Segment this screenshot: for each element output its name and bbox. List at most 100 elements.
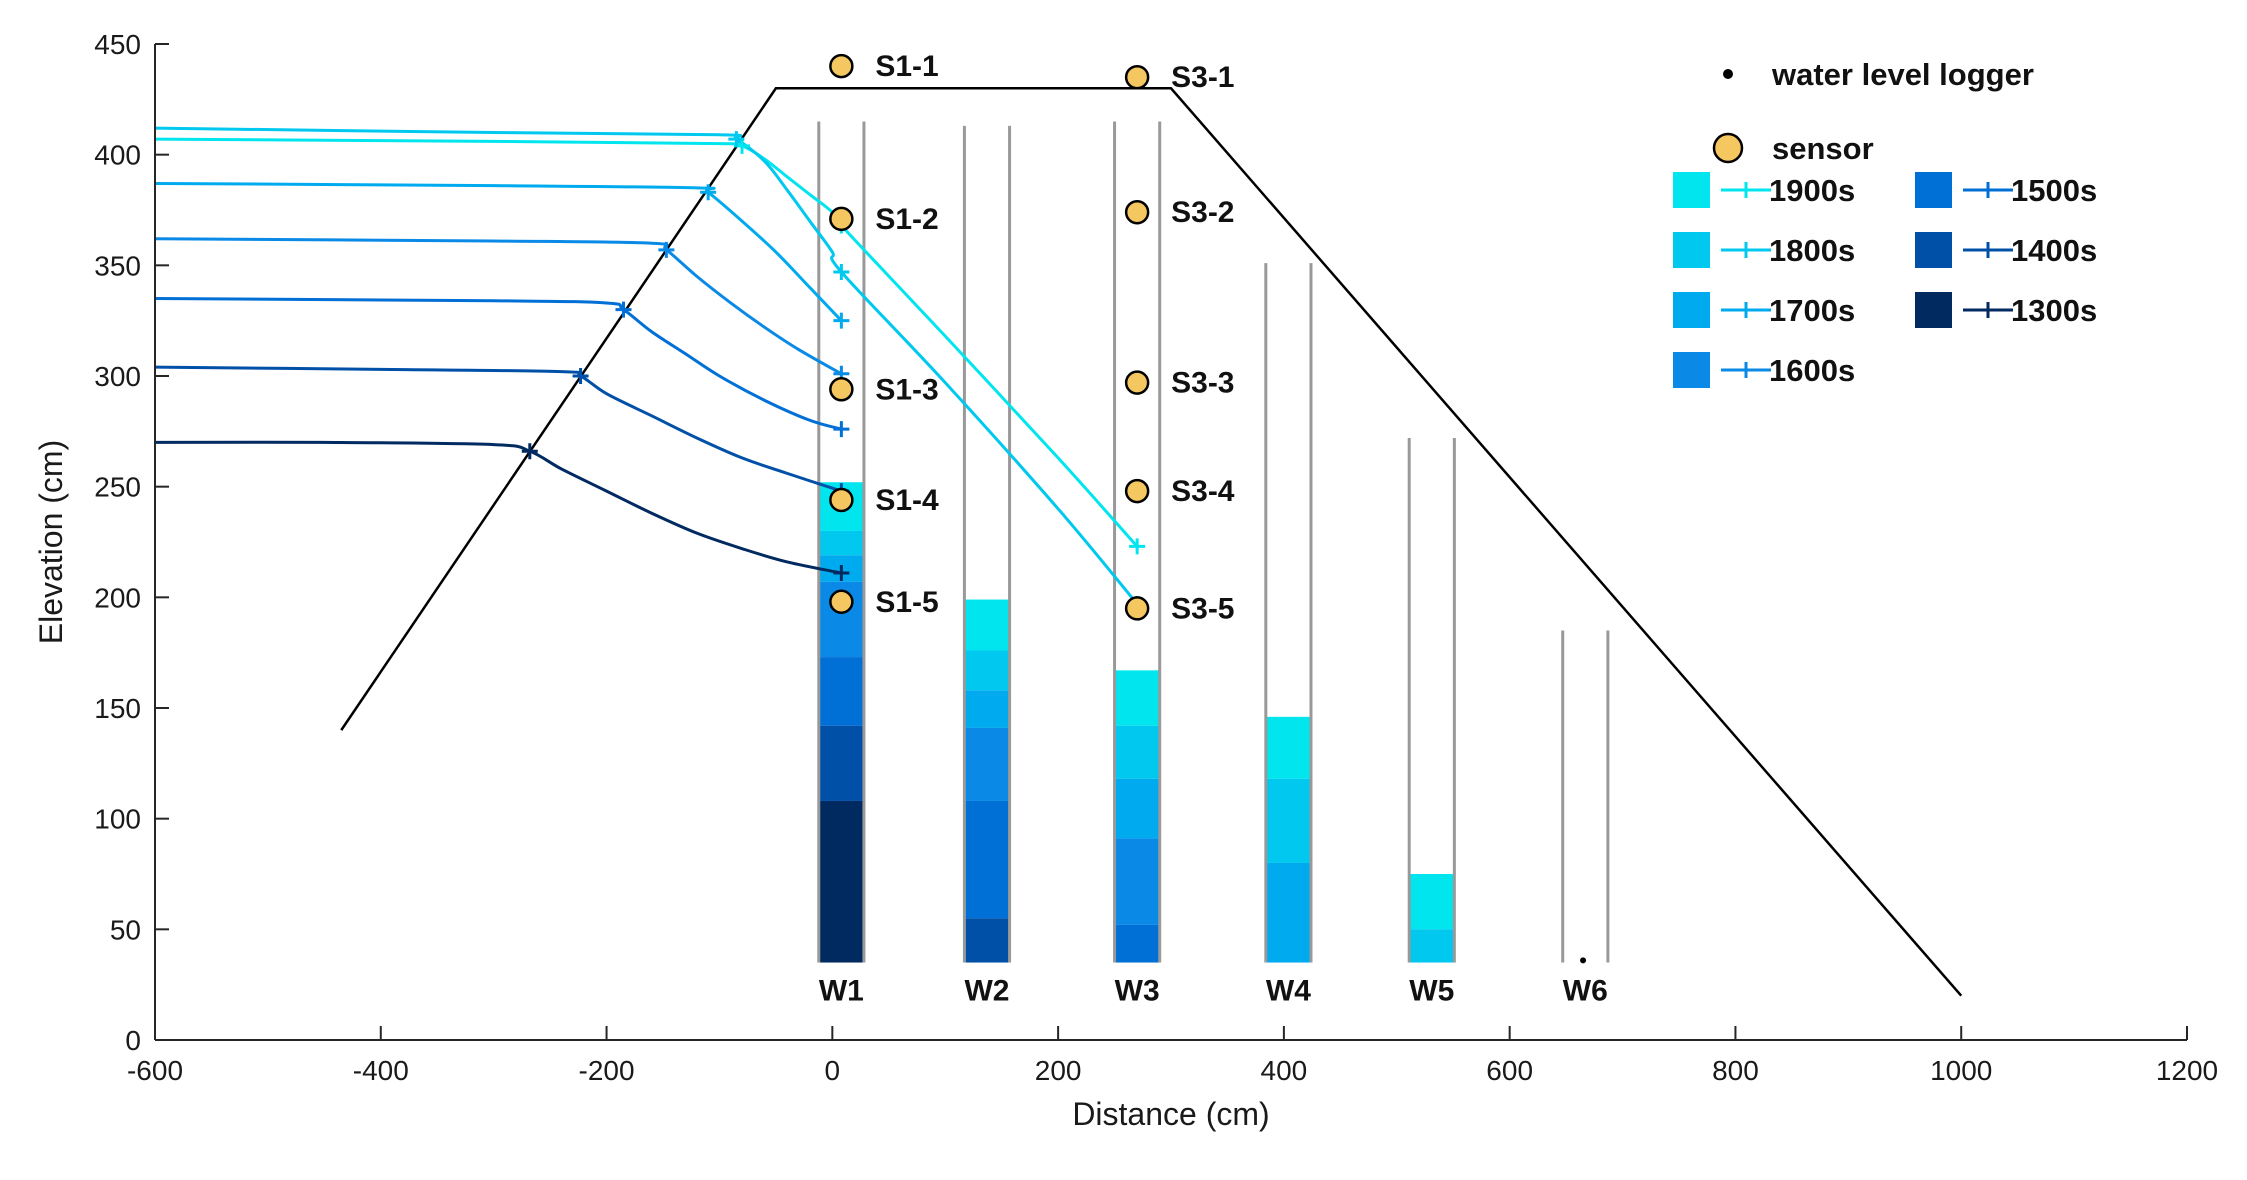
legend-label-1700s: 1700s bbox=[1769, 293, 1855, 328]
series-line-1400s bbox=[154, 365, 842, 493]
well-level-w1-1300s bbox=[818, 800, 864, 963]
well-level-w2-1500s bbox=[964, 800, 1010, 919]
x-tick-label-600: 600 bbox=[1486, 1055, 1533, 1086]
y-tick-label-100: 100 bbox=[94, 804, 141, 835]
series-line-1500s bbox=[154, 297, 842, 431]
series-line-1900s bbox=[154, 137, 1139, 548]
marker-1800s-4 bbox=[833, 263, 850, 280]
marker-1500s-10 bbox=[615, 301, 632, 318]
x-tick-label-200: 200 bbox=[1035, 1055, 1082, 1086]
well-level-w2-1800s bbox=[964, 650, 1010, 691]
well-level-w4-1900s bbox=[1265, 716, 1311, 779]
sensor-s3-1 bbox=[1124, 64, 1150, 90]
legend-marker-1700s bbox=[1738, 302, 1754, 318]
sensor-s1-3 bbox=[829, 377, 854, 402]
marker-1400s-12 bbox=[572, 368, 589, 384]
well-level-w4-1700s bbox=[1265, 862, 1311, 963]
legend-label-1800s: 1800s bbox=[1769, 233, 1855, 268]
series-line-1800s bbox=[154, 126, 1139, 605]
sensor-s3-4 bbox=[1124, 478, 1150, 504]
x-tick-label-800: 800 bbox=[1712, 1055, 1759, 1086]
x-tick-label-0: 0 bbox=[825, 1055, 841, 1086]
marker-1700s-6 bbox=[700, 184, 717, 201]
sensor-label-s3-1: S3-1 bbox=[1171, 61, 1234, 94]
well-level-w3-1900s bbox=[1114, 670, 1160, 726]
well-level-w1-1400s bbox=[818, 725, 864, 801]
y-tick-label-450: 450 bbox=[94, 29, 141, 60]
marker-1900s-2 bbox=[1129, 538, 1146, 555]
sensor-label-s1-1: S1-1 bbox=[875, 50, 938, 83]
sensor-s1-2 bbox=[829, 206, 854, 232]
legend-label-1500s: 1500s bbox=[2011, 173, 2097, 208]
y-tick-label-200: 200 bbox=[94, 582, 141, 613]
sensor-s3-2 bbox=[1124, 199, 1150, 225]
legend-label-1600s: 1600s bbox=[1769, 353, 1855, 388]
sensor-s3-3 bbox=[1124, 370, 1150, 395]
well-label-w3: W3 bbox=[1115, 975, 1160, 1008]
water-table-series bbox=[154, 126, 1139, 605]
legend-marker-1500s bbox=[1980, 182, 1996, 198]
logger-point-0 bbox=[1580, 957, 1587, 964]
legend-label-1400s: 1400s bbox=[2011, 233, 2097, 268]
well-level-w2-1700s bbox=[964, 690, 1010, 728]
legend-swatch-1900s bbox=[1673, 172, 1710, 208]
legend-marker-1800s bbox=[1738, 242, 1754, 258]
sensor-label-s3-5: S3-5 bbox=[1171, 592, 1234, 625]
legend-sensor-symbol bbox=[1712, 132, 1744, 164]
well-label-w6: W6 bbox=[1563, 975, 1608, 1008]
sensor-label-s1-5: S1-5 bbox=[875, 586, 938, 619]
marker-1700s-7 bbox=[833, 312, 850, 329]
axes: -600 -400 -200 0 200 400 600 800 1000 1200 0 50 100 1… bbox=[33, 29, 2218, 1132]
legend-label-1300s: 1300s bbox=[2011, 293, 2097, 328]
well-level-w2-1900s bbox=[964, 599, 1010, 651]
sensor-label-s3-3: S3-3 bbox=[1171, 367, 1234, 400]
series-line-1700s bbox=[154, 181, 843, 322]
sensor-label-s1-3: S1-3 bbox=[875, 373, 938, 406]
legend-swatch-1800s bbox=[1673, 232, 1710, 268]
well-level-w3-1800s bbox=[1114, 725, 1160, 779]
y-tick-label-50: 50 bbox=[110, 914, 141, 945]
sensor-label-s1-4: S1-4 bbox=[875, 484, 939, 517]
marker-1300s-14 bbox=[521, 443, 538, 460]
well-label-w5: W5 bbox=[1409, 975, 1454, 1008]
marker-1300s-15 bbox=[833, 564, 850, 581]
sensor-s3-5 bbox=[1124, 596, 1150, 621]
well-label-w2: W2 bbox=[964, 975, 1009, 1008]
sensor-s1-4 bbox=[829, 487, 854, 513]
well-label-w4: W4 bbox=[1266, 975, 1311, 1008]
well-level-w3-1600s bbox=[1114, 838, 1160, 925]
legend-swatch-1300s bbox=[1915, 292, 1952, 328]
sensor-label-s3-4: S3-4 bbox=[1171, 475, 1235, 508]
marker-1800s-3 bbox=[728, 131, 745, 148]
sensor-s1-1 bbox=[829, 53, 854, 79]
well-water-level-fills bbox=[818, 482, 1455, 963]
y-tick-label-350: 350 bbox=[94, 250, 141, 281]
sensor-label-s3-2: S3-2 bbox=[1171, 196, 1234, 229]
well-level-w5-1800s bbox=[1409, 929, 1455, 963]
legend-logger-symbol bbox=[1723, 69, 1733, 79]
well-level-w1-1800s bbox=[818, 530, 864, 556]
well-level-w5-1900s bbox=[1409, 874, 1455, 930]
legend-marker-1300s bbox=[1980, 302, 1996, 318]
well-level-w1-1500s bbox=[818, 657, 864, 726]
x-tick-label--600: -600 bbox=[127, 1055, 183, 1086]
embankment-outline bbox=[340, 87, 1963, 997]
legend-swatch-1500s bbox=[1915, 172, 1952, 208]
well-level-w4-1800s bbox=[1265, 778, 1311, 863]
y-tick-label-250: 250 bbox=[94, 472, 141, 503]
legend-marker-1600s bbox=[1738, 362, 1754, 378]
embankment-line bbox=[340, 87, 1963, 997]
well-level-w2-1400s bbox=[964, 918, 1010, 963]
legend-logger-label: water level logger bbox=[1771, 57, 2034, 92]
y-tick-label-300: 300 bbox=[94, 361, 141, 392]
marker-1600s-8 bbox=[658, 241, 675, 258]
x-axis-title: Distance (cm) bbox=[1072, 1096, 1269, 1132]
legend-marker-1900s bbox=[1738, 182, 1754, 198]
legend-swatch-1400s bbox=[1915, 232, 1952, 268]
x-tick-label-1000: 1000 bbox=[1930, 1055, 1992, 1086]
legend-swatch-1700s bbox=[1673, 292, 1710, 328]
series-line-1300s bbox=[154, 440, 842, 575]
legend-swatch-1600s bbox=[1673, 352, 1710, 388]
well-label-w1: W1 bbox=[819, 975, 864, 1008]
